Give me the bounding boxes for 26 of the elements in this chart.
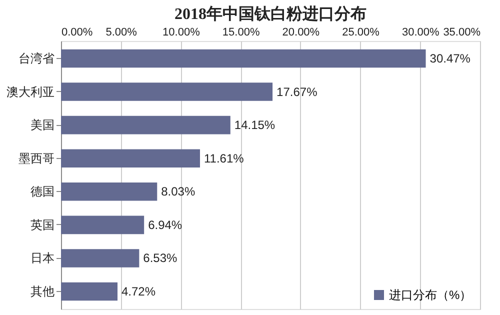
x-tick-label: 25.00% (342, 26, 380, 38)
y-tick-label: 墨西哥 (18, 151, 54, 166)
data-label: 6.94% (148, 218, 182, 232)
y-tick-label: 其他 (30, 284, 54, 299)
y-tick-label: 澳大利亚 (6, 84, 54, 99)
y-tick-label: 台湾省 (18, 51, 54, 66)
data-label: 14.15% (234, 118, 276, 132)
x-tick-label: 35.00% (443, 26, 481, 38)
legend-label: 进口分布（%） (389, 288, 472, 302)
chart-title: 2018年中国钛白粉进口分布 (174, 5, 366, 23)
x-tick-label: 5.00% (106, 26, 138, 38)
y-tick-label: 美国 (30, 118, 54, 132)
x-tick-label: 10.00% (162, 26, 200, 38)
data-label: 4.72% (122, 284, 156, 299)
x-tick-label: 0.00% (62, 26, 93, 38)
x-tick-label: 20.00% (282, 26, 320, 38)
y-tick-label: 日本 (30, 251, 54, 266)
data-label: 6.53% (143, 251, 178, 266)
data-label: 17.67% (276, 84, 318, 99)
x-tick-label: 15.00% (222, 26, 260, 38)
y-tick-label: 英国 (30, 218, 54, 232)
y-tick-label: 德国 (30, 184, 54, 199)
x-tick-label: 30.00% (402, 26, 440, 38)
data-label: 11.61% (204, 151, 244, 166)
data-label: 8.03% (161, 184, 196, 199)
data-label: 30.47% (430, 51, 471, 66)
